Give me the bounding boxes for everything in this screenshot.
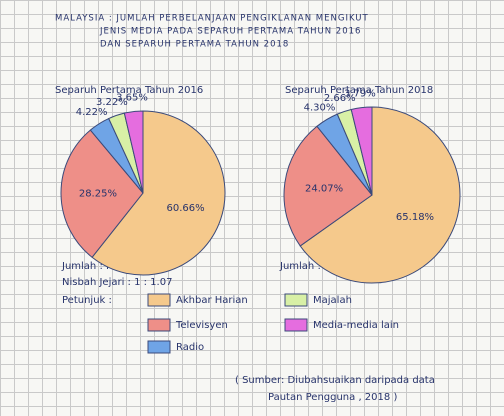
pie-slice — [283, 125, 373, 247]
value-label: 3.22% — [96, 97, 128, 108]
value-label: 4.30% — [304, 103, 336, 114]
value-label: 4.22% — [76, 107, 108, 118]
legend-swatch — [284, 293, 308, 307]
title-line: DAN SEPARUH PERTAMA TAHUN 2018 — [100, 40, 289, 50]
legend-swatch — [147, 293, 171, 307]
value-label: 2.66% — [324, 93, 356, 104]
legend-label: Televisyen — [175, 320, 228, 331]
legend-label: Akhbar Harian — [176, 295, 248, 306]
legend-title: Petunjuk : — [62, 295, 112, 306]
value-label: 3.79% — [344, 89, 376, 100]
legend-label: Majalah — [313, 295, 352, 306]
legend-swatch — [147, 318, 171, 332]
source-line: Pautan Pengguna , 2018 ) — [268, 392, 397, 403]
value-label: 3.65% — [116, 93, 148, 104]
ratio-label: Nisbah Jejari : 1 : 1.07 — [62, 277, 172, 288]
legend-label: Media-media lain — [313, 320, 399, 331]
value-label: 65.18% — [396, 212, 434, 223]
pie-slice — [91, 110, 226, 276]
pie-slice — [299, 106, 461, 284]
pie-slice — [60, 129, 144, 258]
source-line: ( Sumber: Diubahsuaikan daripada data — [235, 375, 435, 386]
pie-slice — [350, 106, 373, 196]
pie-slice — [123, 110, 144, 194]
title-line: MALAYSIA : JUMLAH PERBELANJAAN PENGIKLAN… — [55, 14, 369, 24]
legend-swatch — [147, 340, 171, 354]
value-label: 24.07% — [305, 183, 343, 194]
legend-swatch — [284, 318, 308, 332]
value-label: 28.25% — [79, 189, 117, 200]
legend-label: Radio — [176, 342, 204, 353]
title-line: JENIS MEDIA PADA SEPARUH PERTAMA TAHUN 2… — [99, 27, 361, 37]
value-label: 60.66% — [167, 203, 205, 214]
chart-title: Separuh Pertama Tahun 2018 — [285, 85, 433, 96]
chart-title: Separuh Pertama Tahun 2016 — [55, 85, 203, 96]
